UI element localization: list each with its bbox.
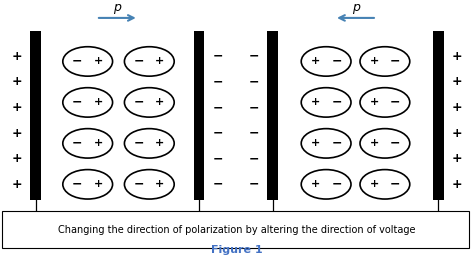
Text: −: − (134, 96, 144, 109)
Text: +: + (311, 56, 320, 67)
Text: V: V (361, 227, 369, 237)
Text: +: + (311, 179, 320, 189)
Text: −: − (212, 152, 223, 165)
Ellipse shape (301, 88, 351, 117)
Ellipse shape (63, 169, 112, 199)
Ellipse shape (360, 129, 410, 158)
Text: −: − (72, 178, 82, 191)
Text: −: − (249, 101, 259, 114)
Text: +: + (452, 76, 462, 88)
Text: +: + (93, 138, 103, 148)
Text: −: − (212, 127, 223, 140)
Text: +: + (12, 152, 22, 165)
Text: +: + (452, 50, 462, 63)
Text: +: + (12, 127, 22, 140)
Text: −: − (331, 55, 342, 68)
Text: −: − (390, 137, 401, 150)
Text: +: + (370, 179, 379, 189)
Ellipse shape (360, 169, 410, 199)
Text: −: − (72, 55, 82, 68)
Text: −: − (249, 50, 259, 63)
Text: Changing the direction of polarization by altering the direction of voltage: Changing the direction of polarization b… (58, 225, 416, 235)
Text: +: + (311, 97, 320, 108)
Text: −: − (249, 178, 259, 191)
Ellipse shape (63, 88, 112, 117)
Text: +: + (452, 127, 462, 140)
Ellipse shape (124, 88, 174, 117)
Text: +: + (311, 138, 320, 148)
Text: p: p (113, 1, 121, 14)
Text: −: − (212, 101, 223, 114)
Ellipse shape (63, 47, 112, 76)
Text: −: − (249, 127, 259, 140)
Text: +: + (12, 178, 22, 191)
Bar (267, 31, 278, 200)
Ellipse shape (124, 47, 174, 76)
Text: +: + (370, 138, 379, 148)
Bar (41, 31, 194, 200)
Text: +: + (93, 179, 103, 189)
Text: V: V (122, 227, 131, 237)
Bar (194, 31, 204, 200)
Text: +: + (155, 179, 164, 189)
Ellipse shape (301, 129, 351, 158)
Text: −: − (134, 178, 144, 191)
Text: −: − (390, 96, 401, 109)
Ellipse shape (301, 47, 351, 76)
Text: −: − (331, 137, 342, 150)
Text: +: + (452, 152, 462, 165)
Bar (2, 211, 469, 248)
Text: −: − (331, 96, 342, 109)
Text: +: + (155, 56, 164, 67)
Text: −: − (72, 96, 82, 109)
Text: +: + (370, 56, 379, 67)
Text: −: − (212, 76, 223, 88)
Text: −: − (390, 55, 401, 68)
Text: −: − (212, 178, 223, 191)
Bar (433, 31, 444, 200)
Text: +: + (155, 138, 164, 148)
Ellipse shape (124, 169, 174, 199)
Text: +: + (12, 101, 22, 114)
Text: +: + (12, 76, 22, 88)
Text: −: − (249, 152, 259, 165)
Text: −: − (212, 50, 223, 63)
Text: +: + (452, 178, 462, 191)
Text: −: − (72, 137, 82, 150)
Text: −: − (331, 178, 342, 191)
Text: Figure 1: Figure 1 (211, 245, 263, 255)
Text: −: − (134, 55, 144, 68)
Text: p: p (352, 1, 359, 14)
Text: −: − (249, 76, 259, 88)
Text: +: + (452, 101, 462, 114)
Text: +: + (155, 97, 164, 108)
Text: +: + (12, 50, 22, 63)
Ellipse shape (301, 169, 351, 199)
Text: +: + (93, 56, 103, 67)
Text: +: + (370, 97, 379, 108)
Ellipse shape (360, 88, 410, 117)
Ellipse shape (124, 129, 174, 158)
Bar (278, 31, 433, 200)
Text: −: − (134, 137, 144, 150)
Text: −: − (390, 178, 401, 191)
Ellipse shape (360, 47, 410, 76)
Text: +: + (93, 97, 103, 108)
Ellipse shape (63, 129, 112, 158)
Bar (30, 31, 41, 200)
